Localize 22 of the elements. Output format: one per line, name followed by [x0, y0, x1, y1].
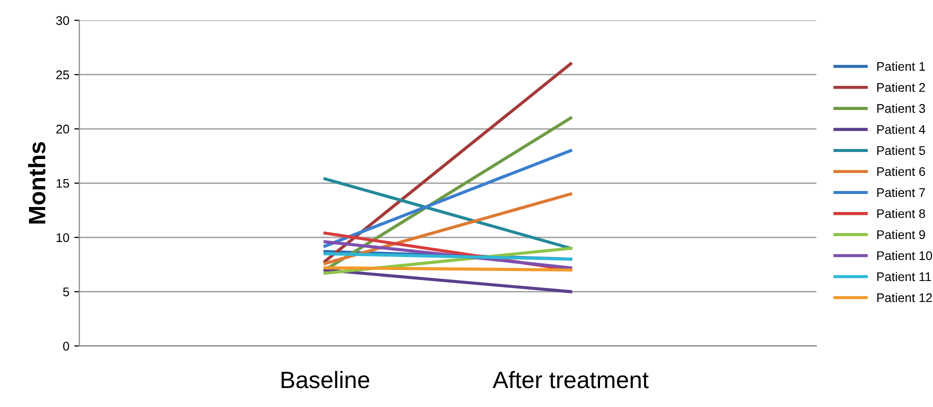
legend-label: Patient 2 — [877, 82, 925, 92]
legend-label: Patient 11 — [877, 272, 932, 282]
legend-label: Patient 4 — [877, 124, 926, 134]
legend-label: Patient 10 — [877, 250, 932, 260]
legend-label: Patient 5 — [877, 146, 926, 155]
legend-label: Patient 3 — [877, 104, 926, 113]
x-tick-label: Baseline — [282, 370, 370, 388]
legend-label: Patient 12 — [877, 292, 932, 302]
y-tick-label: 20 — [56, 124, 70, 134]
legend-label: Patient 6 — [877, 166, 926, 176]
legend-label: Patient 9 — [877, 230, 925, 240]
legend-label: Patient 1 — [877, 62, 925, 71]
x-tick-label: After treatment — [492, 370, 649, 388]
y-tick-label: 5 — [63, 288, 70, 296]
legend-label: Patient 8 — [877, 208, 926, 218]
y-tick-label: 30 — [56, 16, 70, 25]
y-axis-title: Months — [28, 142, 46, 224]
y-tick-label: 0 — [63, 342, 70, 351]
legend-label: Patient 7 — [877, 188, 925, 198]
y-tick-label: 25 — [56, 70, 70, 80]
y-tick-label: 10 — [56, 233, 70, 242]
y-tick-label: 15 — [56, 179, 70, 188]
